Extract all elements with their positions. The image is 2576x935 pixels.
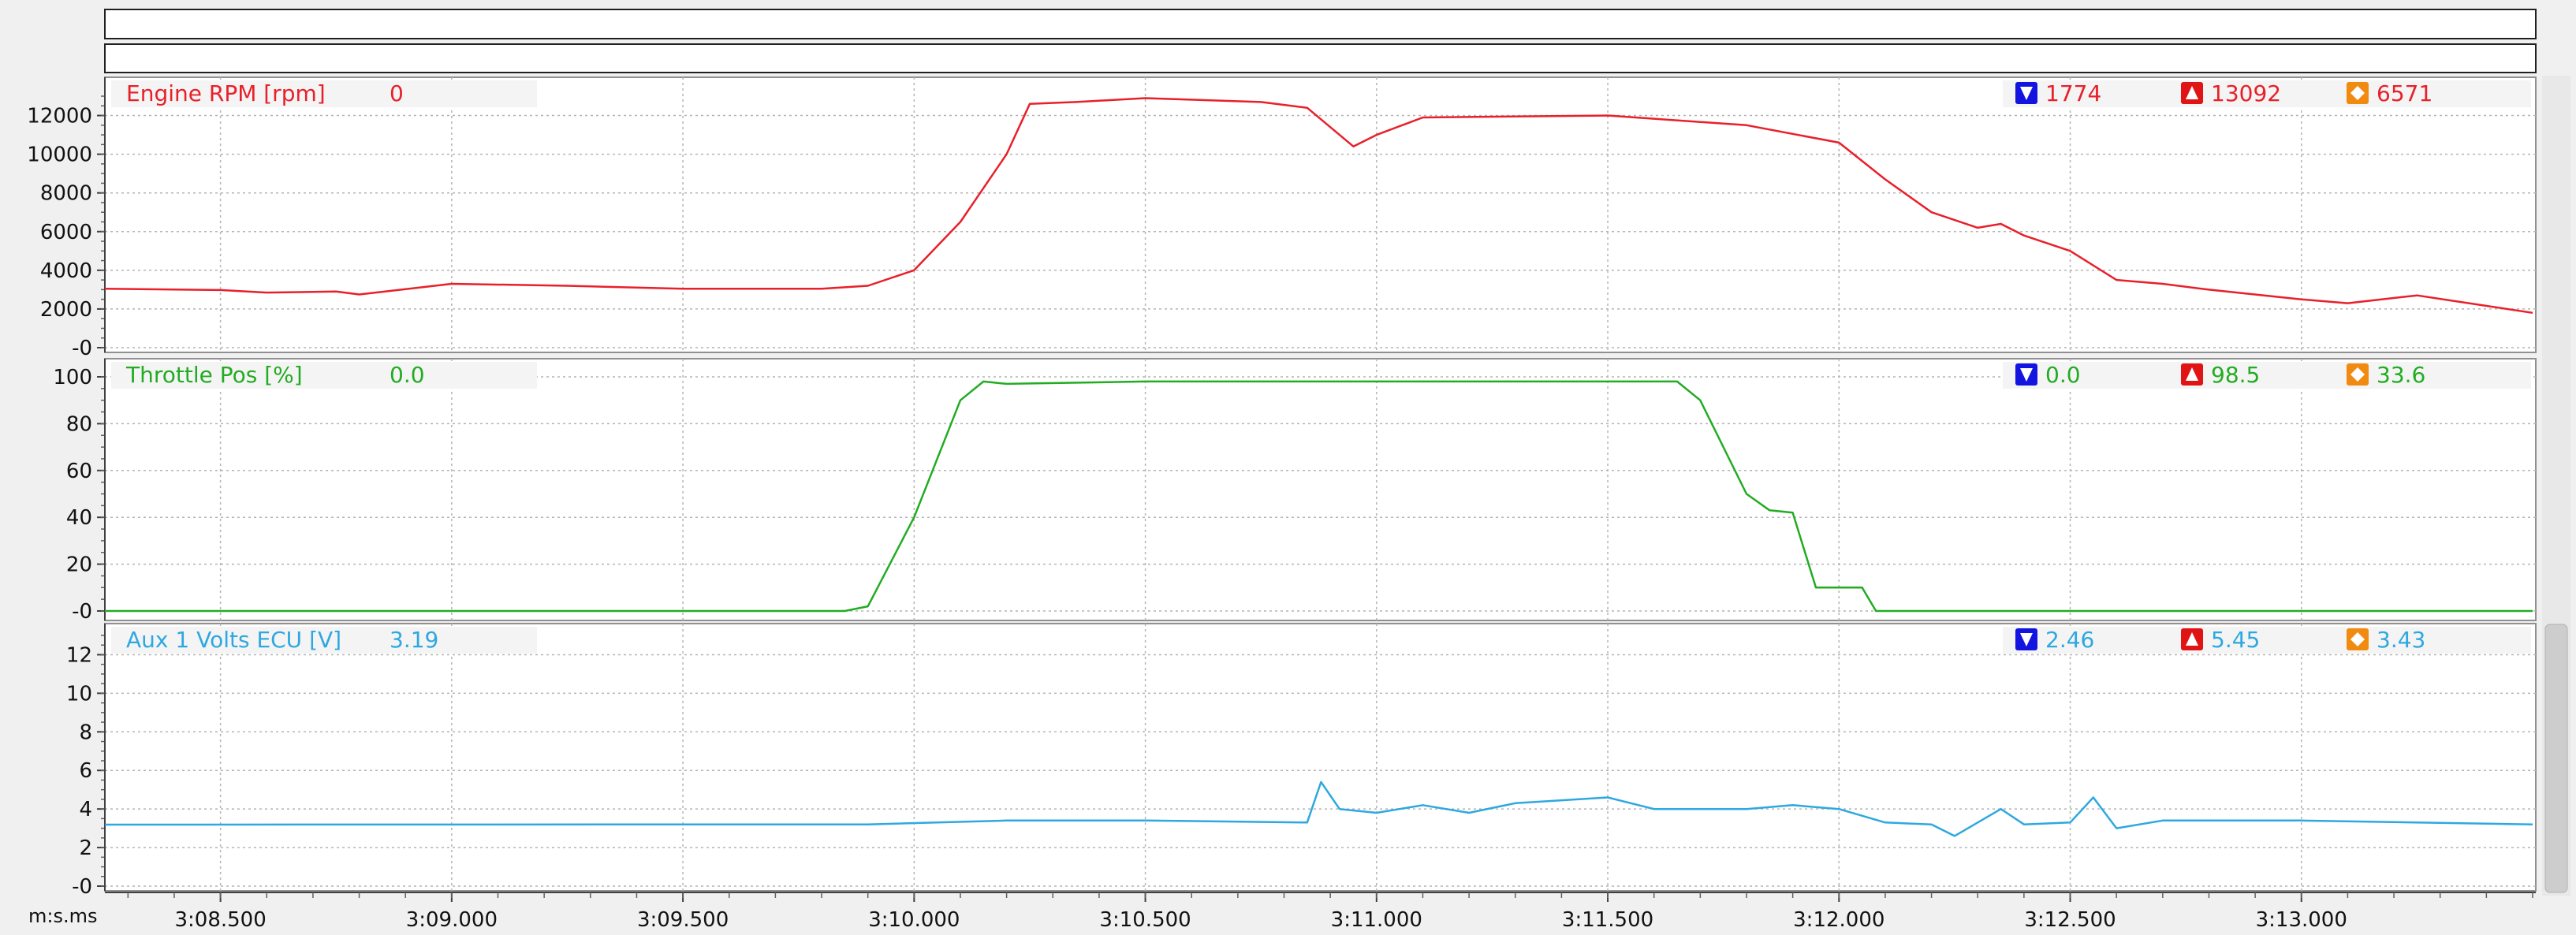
panel-throttle-ytick-label: 40 bbox=[66, 506, 92, 530]
panel-rpm-channel-name: Engine RPM [rpm] bbox=[126, 80, 326, 106]
panel-aux-avg-icon-glyph bbox=[2350, 632, 2365, 646]
panel-rpm-label-band bbox=[111, 80, 537, 107]
panel-aux-min-icon-glyph bbox=[2020, 633, 2033, 646]
panel-rpm-ytick-label: 8000 bbox=[40, 182, 92, 206]
x-tick-label: 3:10.500 bbox=[1099, 908, 1191, 932]
panel-throttle-background bbox=[104, 358, 2537, 621]
panel-throttle-ytick-label: 100 bbox=[53, 366, 92, 389]
panel-rpm-avg-value: 6571 bbox=[2377, 80, 2432, 106]
panel-throttle-max-value: 98.5 bbox=[2211, 362, 2260, 388]
panel-throttle-stats-band bbox=[2003, 362, 2531, 389]
panel-throttle-avg-value: 33.6 bbox=[2377, 362, 2425, 388]
panel-rpm-ytick-label: 10000 bbox=[27, 143, 92, 167]
x-tick-label: 3:11.000 bbox=[1331, 908, 1422, 932]
x-tick-label: 3:09.000 bbox=[406, 908, 498, 932]
panel-throttle-max-icon-glyph bbox=[2186, 367, 2198, 381]
panel-aux-ytick-label: 10 bbox=[66, 682, 92, 706]
panel-rpm-ytick-label: 6000 bbox=[40, 221, 92, 244]
panel-aux-ytick-label: 8 bbox=[79, 721, 92, 744]
panel-throttle-ytick-label: 80 bbox=[66, 412, 92, 436]
panel-throttle-min-value: 0.0 bbox=[2045, 362, 2081, 388]
panel-throttle-avg-icon-glyph bbox=[2350, 367, 2365, 382]
x-tick-label: 3:12.000 bbox=[1793, 908, 1884, 932]
panel-rpm-ytick-label: 2000 bbox=[40, 298, 92, 322]
panel-rpm-min-icon-glyph bbox=[2020, 87, 2033, 100]
scrollbar-thumb[interactable] bbox=[2544, 624, 2568, 893]
panel-throttle-ytick-label: 60 bbox=[66, 460, 92, 483]
panel-aux-avg-value: 3.43 bbox=[2377, 627, 2425, 653]
header-strip-2 bbox=[104, 43, 2537, 73]
panel-aux-max-value: 5.45 bbox=[2211, 627, 2260, 653]
panel-aux-ytick-label: 6 bbox=[79, 759, 92, 783]
panel-aux-max-icon-glyph bbox=[2186, 632, 2198, 646]
panel-aux-min-value: 2.46 bbox=[2045, 627, 2094, 653]
panel-rpm-max-icon-glyph bbox=[2186, 86, 2198, 99]
panel-throttle-channel-name: Throttle Pos [%] bbox=[125, 362, 303, 388]
panel-throttle-series-line bbox=[105, 380, 2533, 613]
panel-throttle-min-icon-glyph bbox=[2020, 368, 2033, 382]
panel-aux-ytick-label: 2 bbox=[79, 836, 92, 860]
panel-rpm-ytick-label: 12000 bbox=[27, 105, 92, 129]
panel-aux-cursor-value: 3.19 bbox=[390, 627, 438, 653]
panel-rpm-avg-icon-glyph bbox=[2350, 86, 2365, 100]
panel-throttle-cursor-value: 0.0 bbox=[390, 362, 425, 388]
panel-aux-ytick-label: 12 bbox=[66, 643, 92, 667]
panel-rpm-series-line bbox=[104, 97, 2533, 315]
panel-rpm-ytick-label: 4000 bbox=[40, 259, 92, 283]
x-tick-label: 3:11.500 bbox=[1562, 908, 1653, 932]
x-tick-label: 3:12.500 bbox=[2024, 908, 2116, 932]
x-tick-label: 3:10.000 bbox=[868, 908, 960, 932]
panel-aux-series-line bbox=[104, 780, 2533, 837]
panel-rpm-max-value: 13092 bbox=[2211, 80, 2281, 106]
panel-aux-background bbox=[104, 623, 2537, 892]
x-axis-unit-label: m:s.ms bbox=[28, 905, 97, 927]
panel-rpm-stats-band bbox=[2003, 80, 2531, 107]
header-strip-1 bbox=[104, 9, 2537, 39]
x-tick-label: 3:09.500 bbox=[637, 908, 729, 932]
panel-aux-ytick-label: -0 bbox=[72, 875, 92, 899]
panel-aux-ytick-label: 4 bbox=[79, 798, 92, 821]
panel-aux-label-band bbox=[111, 627, 537, 654]
panel-rpm-background bbox=[104, 76, 2537, 353]
x-tick-label: 3:13.000 bbox=[2256, 908, 2347, 932]
panel-throttle-label-band bbox=[111, 362, 537, 389]
panel-throttle-ytick-label: -0 bbox=[72, 600, 92, 624]
panel-aux-channel-name: Aux 1 Volts ECU [V] bbox=[126, 627, 341, 653]
panel-aux-stats-band bbox=[2003, 627, 2531, 654]
x-tick-label: 3:08.500 bbox=[174, 908, 266, 932]
panel-rpm-cursor-value: 0 bbox=[390, 80, 404, 106]
panel-rpm-min-value: 1774 bbox=[2045, 80, 2101, 106]
panel-rpm-ytick-label: -0 bbox=[72, 337, 92, 360]
panel-throttle-ytick-label: 20 bbox=[66, 553, 92, 577]
